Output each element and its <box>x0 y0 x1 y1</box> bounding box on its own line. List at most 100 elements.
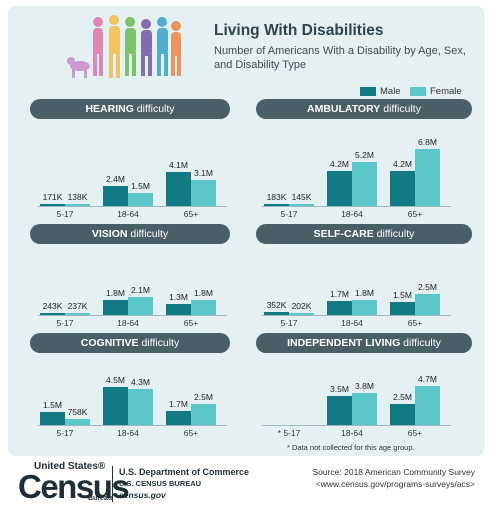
bar-male-65+ <box>166 171 191 206</box>
bar-male-517 <box>40 312 65 315</box>
legend-female: Female <box>410 86 462 97</box>
bar-value-label: 183K <box>266 192 287 202</box>
panel-title-type: HEARING <box>85 103 134 115</box>
age-group-tick-label: 65+ <box>407 428 423 438</box>
bar-male-1864 <box>327 170 352 206</box>
age-group-tick-label: 65+ <box>183 209 199 219</box>
panel-title-type: SELF-CARE <box>313 228 374 240</box>
panel-title-self-care: SELF-CARE difficulty <box>256 224 472 244</box>
bar-value-label: 243K <box>42 300 63 311</box>
bar-value-label: 6.8M <box>418 136 437 147</box>
panel-title-suffix: difficulty <box>138 337 180 349</box>
panel-title-type: AMBULATORY <box>307 103 381 115</box>
panel-baseline <box>262 315 451 316</box>
legend-male: Male <box>360 86 401 97</box>
bar-female-517 <box>65 418 90 425</box>
bar-male-1864 <box>103 299 128 315</box>
age-group-tick-label: 65+ <box>183 428 199 438</box>
footer-divider <box>112 466 113 502</box>
legend-male-swatch <box>360 87 376 96</box>
chart-title: Living With Disabilities <box>214 22 384 39</box>
panel-title-type: COGNITIVE <box>80 337 139 349</box>
bar-value-label: 4.5M <box>106 375 125 386</box>
bar-value-label: 352K <box>266 300 287 311</box>
bar-value-label: 2.5M <box>418 282 437 292</box>
bar-female-65+ <box>415 148 440 206</box>
dept-website-link[interactable]: census.gov <box>119 490 166 500</box>
panel-title-hearing: HEARING difficulty <box>30 99 230 119</box>
age-group-tick-label: 18-64 <box>117 428 139 438</box>
bar-value-label: 2.4M <box>106 173 125 184</box>
bar-female-517 <box>289 313 314 315</box>
bar-female-1864 <box>352 162 377 206</box>
panel-title-type: INDEPENDENT LIVING <box>287 337 401 349</box>
panel-title-suffix: difficulty <box>373 228 415 240</box>
age-group-tick-label: 65+ <box>407 318 423 328</box>
age-group-tick-label: 5-17 <box>56 428 74 438</box>
bar-value-label: 138K <box>67 192 88 202</box>
dept-line-1: U.S. Department of Commerce <box>119 467 250 477</box>
panel-title-independent-living: INDEPENDENT LIVING difficulty <box>256 333 472 353</box>
bar-value-label: 3.8M <box>355 381 374 392</box>
panel-title-suffix: difficulty <box>380 103 421 115</box>
legend-female-label: Female <box>430 86 462 97</box>
bar-value-label: 2.5M <box>194 392 213 402</box>
people-silhouettes-illustration <box>67 15 181 78</box>
age-group-tick-label: 5-17 <box>56 209 74 219</box>
age-group-tick-label: 18-64 <box>117 318 139 328</box>
bar-female-65+ <box>415 385 440 425</box>
bar-female-65+ <box>191 404 216 425</box>
bar-female-65+ <box>415 294 440 315</box>
panel-baseline <box>38 425 227 426</box>
census-logo-bureau: Bureau <box>88 495 113 502</box>
age-group-tick-label: 65+ <box>183 318 199 328</box>
bar-male-65+ <box>166 410 191 425</box>
bar-value-label: 4.1M <box>169 159 188 170</box>
bar-male-65+ <box>390 302 415 315</box>
bar-value-label: 2.5M <box>393 392 412 402</box>
bar-female-517 <box>65 313 90 315</box>
bar-female-1864 <box>352 299 377 315</box>
bar-male-517 <box>40 412 65 425</box>
bar-value-label: 1.5M <box>131 181 150 192</box>
bar-female-1864 <box>128 388 153 425</box>
census-logo-wordmark: Census <box>18 468 130 505</box>
bar-value-label: 1.7M <box>169 398 188 409</box>
panel-title-suffix: difficulty <box>127 228 169 240</box>
bar-value-label: 1.7M <box>330 288 349 299</box>
bar-value-label: 237K <box>67 301 88 311</box>
bar-value-label: 1.8M <box>194 287 213 298</box>
source-url-link[interactable]: <www.census.gov/programs-surveys/acs> <box>315 479 475 489</box>
bar-value-label: 4.2M <box>393 158 412 169</box>
bar-male-517 <box>264 312 289 315</box>
panel-title-type: VISION <box>91 228 128 240</box>
bar-value-label: 1.8M <box>106 287 125 298</box>
bar-male-1864 <box>327 395 352 425</box>
bar-female-1864 <box>352 393 377 425</box>
bar-value-label: 171K <box>42 192 63 202</box>
bar-value-label: 1.5M <box>393 290 412 301</box>
age-group-tick-label: 18-64 <box>341 209 363 219</box>
bar-value-label: 2.1M <box>131 285 150 296</box>
bar-male-517 <box>40 204 65 206</box>
panel-title-cognitive: COGNITIVE difficulty <box>30 333 230 353</box>
age-group-tick-label: 18-64 <box>117 209 139 219</box>
bar-value-label: 5.2M <box>355 150 374 161</box>
bar-female-65+ <box>191 179 216 206</box>
source-line: Source: 2018 American Community Survey <box>312 467 475 477</box>
legend-male-label: Male <box>380 86 401 97</box>
panel-baseline <box>38 315 227 316</box>
panel-title-vision: VISION difficulty <box>30 224 230 244</box>
bar-value-label: 4.2M <box>330 158 349 169</box>
bar-value-label: 1.8M <box>355 287 374 298</box>
footnote: * Data not collected for this age group. <box>287 443 415 452</box>
panel-baseline <box>262 206 451 207</box>
bar-value-label: 3.1M <box>194 167 213 178</box>
dept-line-2: U.S. CENSUS BUREAU <box>119 479 202 488</box>
bar-female-517 <box>289 204 314 206</box>
bar-value-label: 3.5M <box>330 383 349 394</box>
panel-title-suffix: difficulty <box>133 103 175 115</box>
panel-title-suffix: difficulty <box>400 337 441 349</box>
bar-male-517 <box>264 204 289 206</box>
bar-male-1864 <box>103 387 128 425</box>
